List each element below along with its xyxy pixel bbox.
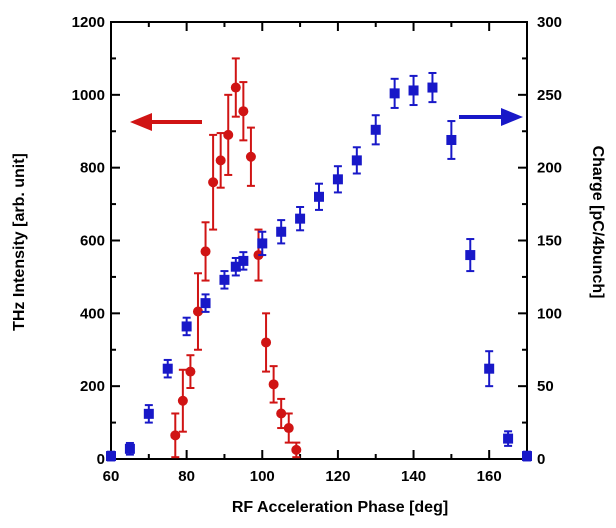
- x-tick-label: 140: [401, 468, 426, 485]
- data-point-square: [351, 155, 362, 166]
- data-point-square: [370, 124, 381, 135]
- ticks-layer: 60 80 100 120 140 160 0 200 400 600 800 1000 1200 0 50…: [72, 14, 562, 485]
- data-point-square: [238, 255, 249, 266]
- y-tick-label: 1000: [72, 87, 105, 104]
- data-point-circle: [291, 444, 302, 455]
- data-point-square: [200, 298, 211, 309]
- charge-series: [106, 71, 532, 462]
- data-point-square: [295, 213, 306, 224]
- left-axis-arrow-head: [130, 113, 152, 131]
- data-point-square: [219, 274, 230, 285]
- data-point-square: [332, 174, 343, 185]
- y-tick-label: 800: [80, 160, 105, 177]
- x-tick-label: 160: [477, 468, 502, 485]
- x-tick-label: 80: [178, 468, 195, 485]
- data-point-circle: [177, 395, 188, 406]
- data-point-square: [522, 451, 532, 462]
- data-point-circle: [223, 129, 234, 140]
- x-tick-label: 120: [325, 468, 350, 485]
- data-point-circle: [208, 177, 219, 188]
- x-tick-label: 100: [250, 468, 275, 485]
- data-point-square: [162, 363, 173, 374]
- y2-tick-label: 250: [537, 87, 562, 104]
- data-point-square: [143, 408, 154, 419]
- data-point-circle: [261, 337, 272, 348]
- data-point-square: [314, 191, 324, 202]
- y2-tick-label: 100: [537, 305, 562, 322]
- data-point-circle: [268, 379, 279, 390]
- plot-frame: [110, 21, 528, 460]
- data-point-square: [389, 88, 400, 99]
- x-tick-label: 60: [103, 468, 120, 485]
- data-point-circle: [185, 366, 196, 377]
- thz-series: [170, 57, 302, 459]
- y2-tick-label: 200: [537, 160, 562, 177]
- data-point-square: [106, 451, 116, 462]
- data-point-circle: [283, 423, 294, 434]
- y2-tick-label: 300: [537, 14, 562, 31]
- data-point-square: [124, 443, 135, 454]
- y2-axis-title: Charge [pC/4bunch]: [589, 146, 606, 299]
- plot-border: [110, 21, 528, 460]
- data-point-square: [446, 134, 457, 145]
- data-point-circle: [238, 106, 249, 117]
- y2-tick-label: 0: [537, 451, 545, 468]
- data-point-circle: [170, 430, 181, 441]
- data-point-square: [465, 250, 476, 261]
- data-point-circle: [215, 155, 226, 166]
- data-point-square: [408, 85, 419, 96]
- data-point-circle: [245, 151, 256, 162]
- y2-tick-label: 150: [537, 233, 562, 250]
- y-tick-label: 400: [80, 305, 105, 322]
- series-layer: [106, 57, 532, 462]
- data-point-circle: [230, 82, 241, 93]
- annotation-layer: [130, 108, 523, 131]
- data-point-square: [503, 433, 514, 444]
- y-tick-label: 600: [80, 233, 105, 250]
- data-point-square: [181, 321, 192, 332]
- data-point-square: [427, 82, 438, 93]
- data-point-square: [484, 363, 495, 374]
- y2-tick-label: 50: [537, 378, 554, 395]
- data-point-square: [276, 226, 287, 237]
- y-axis-title: THz Intensity [arb. unit]: [11, 153, 28, 331]
- data-point-circle: [192, 306, 203, 317]
- data-point-square: [257, 238, 268, 249]
- data-point-square: [230, 261, 241, 272]
- y-tick-label: 0: [97, 451, 105, 468]
- y-tick-label: 200: [80, 378, 105, 395]
- data-point-circle: [276, 408, 287, 419]
- right-axis-arrow-head: [501, 108, 523, 126]
- y-tick-label: 1200: [72, 14, 105, 31]
- x-axis-title: RF Acceleration Phase [deg]: [232, 499, 448, 516]
- data-point-circle: [200, 246, 211, 257]
